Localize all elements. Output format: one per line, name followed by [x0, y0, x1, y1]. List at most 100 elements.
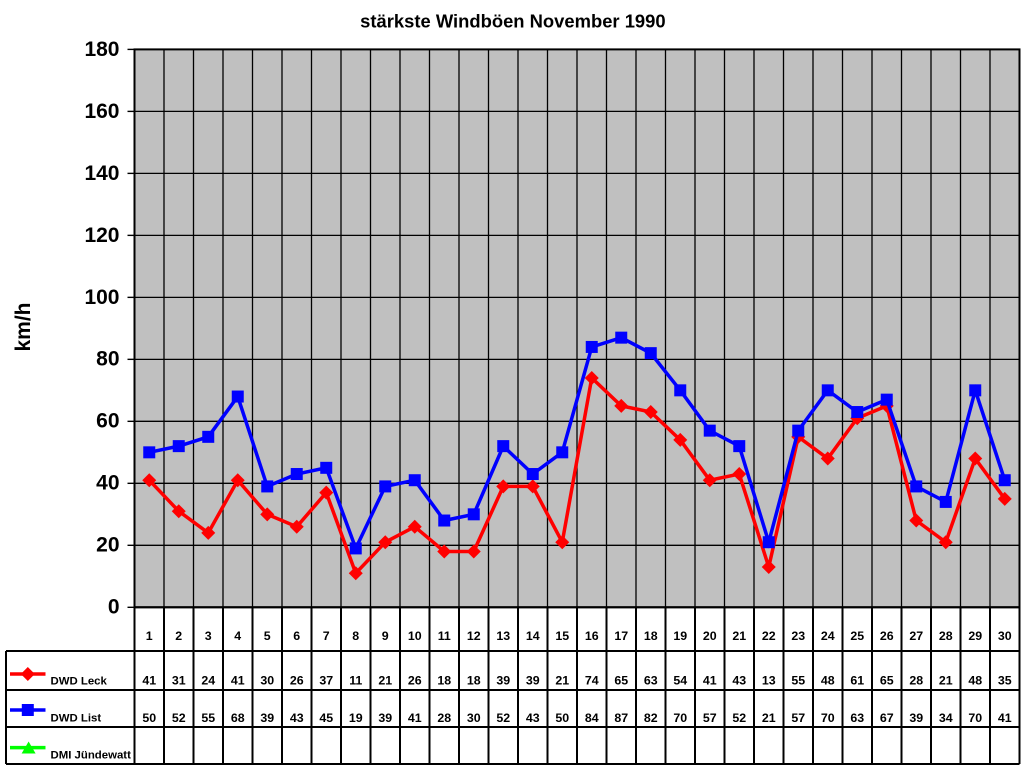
- svg-text:18: 18: [644, 629, 658, 643]
- svg-text:1: 1: [146, 629, 153, 643]
- svg-text:15: 15: [555, 629, 569, 643]
- svg-text:18: 18: [437, 673, 451, 687]
- svg-text:13: 13: [762, 673, 776, 687]
- svg-text:55: 55: [201, 711, 215, 725]
- svg-text:29: 29: [968, 629, 982, 643]
- svg-text:140: 140: [84, 162, 119, 185]
- svg-text:39: 39: [496, 673, 510, 687]
- svg-text:26: 26: [408, 673, 422, 687]
- svg-text:100: 100: [84, 286, 119, 309]
- svg-text:39: 39: [526, 673, 540, 687]
- svg-text:7: 7: [323, 629, 330, 643]
- svg-text:5: 5: [264, 629, 271, 643]
- svg-text:31: 31: [172, 673, 186, 687]
- svg-text:21: 21: [555, 673, 569, 687]
- svg-text:30: 30: [260, 673, 274, 687]
- svg-text:21: 21: [939, 673, 953, 687]
- svg-text:28: 28: [939, 629, 953, 643]
- svg-text:57: 57: [791, 711, 805, 725]
- svg-text:39: 39: [260, 711, 274, 725]
- svg-text:24: 24: [821, 629, 835, 643]
- svg-text:55: 55: [791, 673, 805, 687]
- svg-text:39: 39: [909, 711, 923, 725]
- svg-text:DWD Leck: DWD Leck: [51, 675, 108, 687]
- svg-text:6: 6: [293, 629, 300, 643]
- svg-text:DWD List: DWD List: [51, 712, 102, 724]
- svg-text:70: 70: [821, 711, 835, 725]
- svg-text:3: 3: [205, 629, 212, 643]
- svg-text:13: 13: [496, 629, 510, 643]
- svg-text:20: 20: [703, 629, 717, 643]
- svg-text:40: 40: [96, 472, 119, 495]
- svg-text:25: 25: [850, 629, 864, 643]
- svg-text:70: 70: [673, 711, 687, 725]
- svg-text:14: 14: [526, 629, 540, 643]
- svg-text:65: 65: [880, 673, 894, 687]
- svg-text:80: 80: [96, 348, 119, 371]
- svg-text:48: 48: [821, 673, 835, 687]
- svg-text:22: 22: [762, 629, 776, 643]
- svg-text:48: 48: [968, 673, 982, 687]
- svg-text:57: 57: [703, 711, 717, 725]
- svg-text:28: 28: [909, 673, 923, 687]
- svg-text:87: 87: [614, 711, 628, 725]
- svg-text:84: 84: [585, 711, 599, 725]
- svg-text:41: 41: [142, 673, 156, 687]
- svg-text:50: 50: [142, 711, 156, 725]
- svg-text:43: 43: [526, 711, 540, 725]
- svg-text:26: 26: [880, 629, 894, 643]
- svg-text:68: 68: [231, 711, 245, 725]
- svg-text:18: 18: [467, 673, 481, 687]
- svg-text:74: 74: [585, 673, 599, 687]
- svg-text:km/h: km/h: [12, 302, 35, 351]
- svg-text:67: 67: [880, 711, 894, 725]
- svg-text:21: 21: [762, 711, 776, 725]
- svg-text:19: 19: [349, 711, 363, 725]
- svg-text:23: 23: [791, 629, 805, 643]
- svg-text:160: 160: [84, 100, 119, 123]
- svg-text:34: 34: [939, 711, 953, 725]
- svg-text:12: 12: [467, 629, 481, 643]
- svg-text:120: 120: [84, 224, 119, 247]
- svg-text:41: 41: [231, 673, 245, 687]
- svg-text:63: 63: [644, 673, 658, 687]
- svg-text:8: 8: [352, 629, 359, 643]
- svg-text:70: 70: [968, 711, 982, 725]
- svg-text:65: 65: [614, 673, 628, 687]
- svg-text:52: 52: [732, 711, 746, 725]
- svg-text:37: 37: [319, 673, 333, 687]
- svg-text:11: 11: [438, 629, 451, 643]
- svg-text:60: 60: [96, 410, 119, 433]
- svg-text:30: 30: [467, 711, 481, 725]
- svg-text:63: 63: [850, 711, 864, 725]
- svg-text:41: 41: [998, 711, 1012, 725]
- svg-text:43: 43: [290, 711, 304, 725]
- svg-text:26: 26: [290, 673, 304, 687]
- svg-text:4: 4: [234, 629, 241, 643]
- svg-text:41: 41: [408, 711, 422, 725]
- svg-text:52: 52: [172, 711, 186, 725]
- svg-text:180: 180: [84, 38, 119, 61]
- svg-text:27: 27: [909, 629, 923, 643]
- svg-text:41: 41: [703, 673, 717, 687]
- svg-text:stärkste Windböen November 199: stärkste Windböen November 1990: [360, 11, 665, 32]
- svg-text:50: 50: [555, 711, 569, 725]
- svg-text:21: 21: [378, 673, 392, 687]
- svg-text:35: 35: [998, 673, 1012, 687]
- svg-text:43: 43: [732, 673, 746, 687]
- svg-text:DMI Jündewatt: DMI Jündewatt: [51, 749, 132, 761]
- svg-text:0: 0: [108, 596, 120, 619]
- svg-text:17: 17: [614, 629, 628, 643]
- svg-text:10: 10: [408, 629, 422, 643]
- svg-text:11: 11: [349, 673, 362, 687]
- svg-text:30: 30: [998, 629, 1012, 643]
- svg-text:21: 21: [732, 629, 746, 643]
- svg-text:2: 2: [175, 629, 182, 643]
- svg-text:9: 9: [382, 629, 389, 643]
- svg-text:20: 20: [96, 534, 119, 557]
- svg-text:19: 19: [673, 629, 687, 643]
- svg-text:54: 54: [673, 673, 687, 687]
- svg-text:45: 45: [319, 711, 333, 725]
- svg-text:28: 28: [437, 711, 451, 725]
- svg-text:61: 61: [850, 673, 864, 687]
